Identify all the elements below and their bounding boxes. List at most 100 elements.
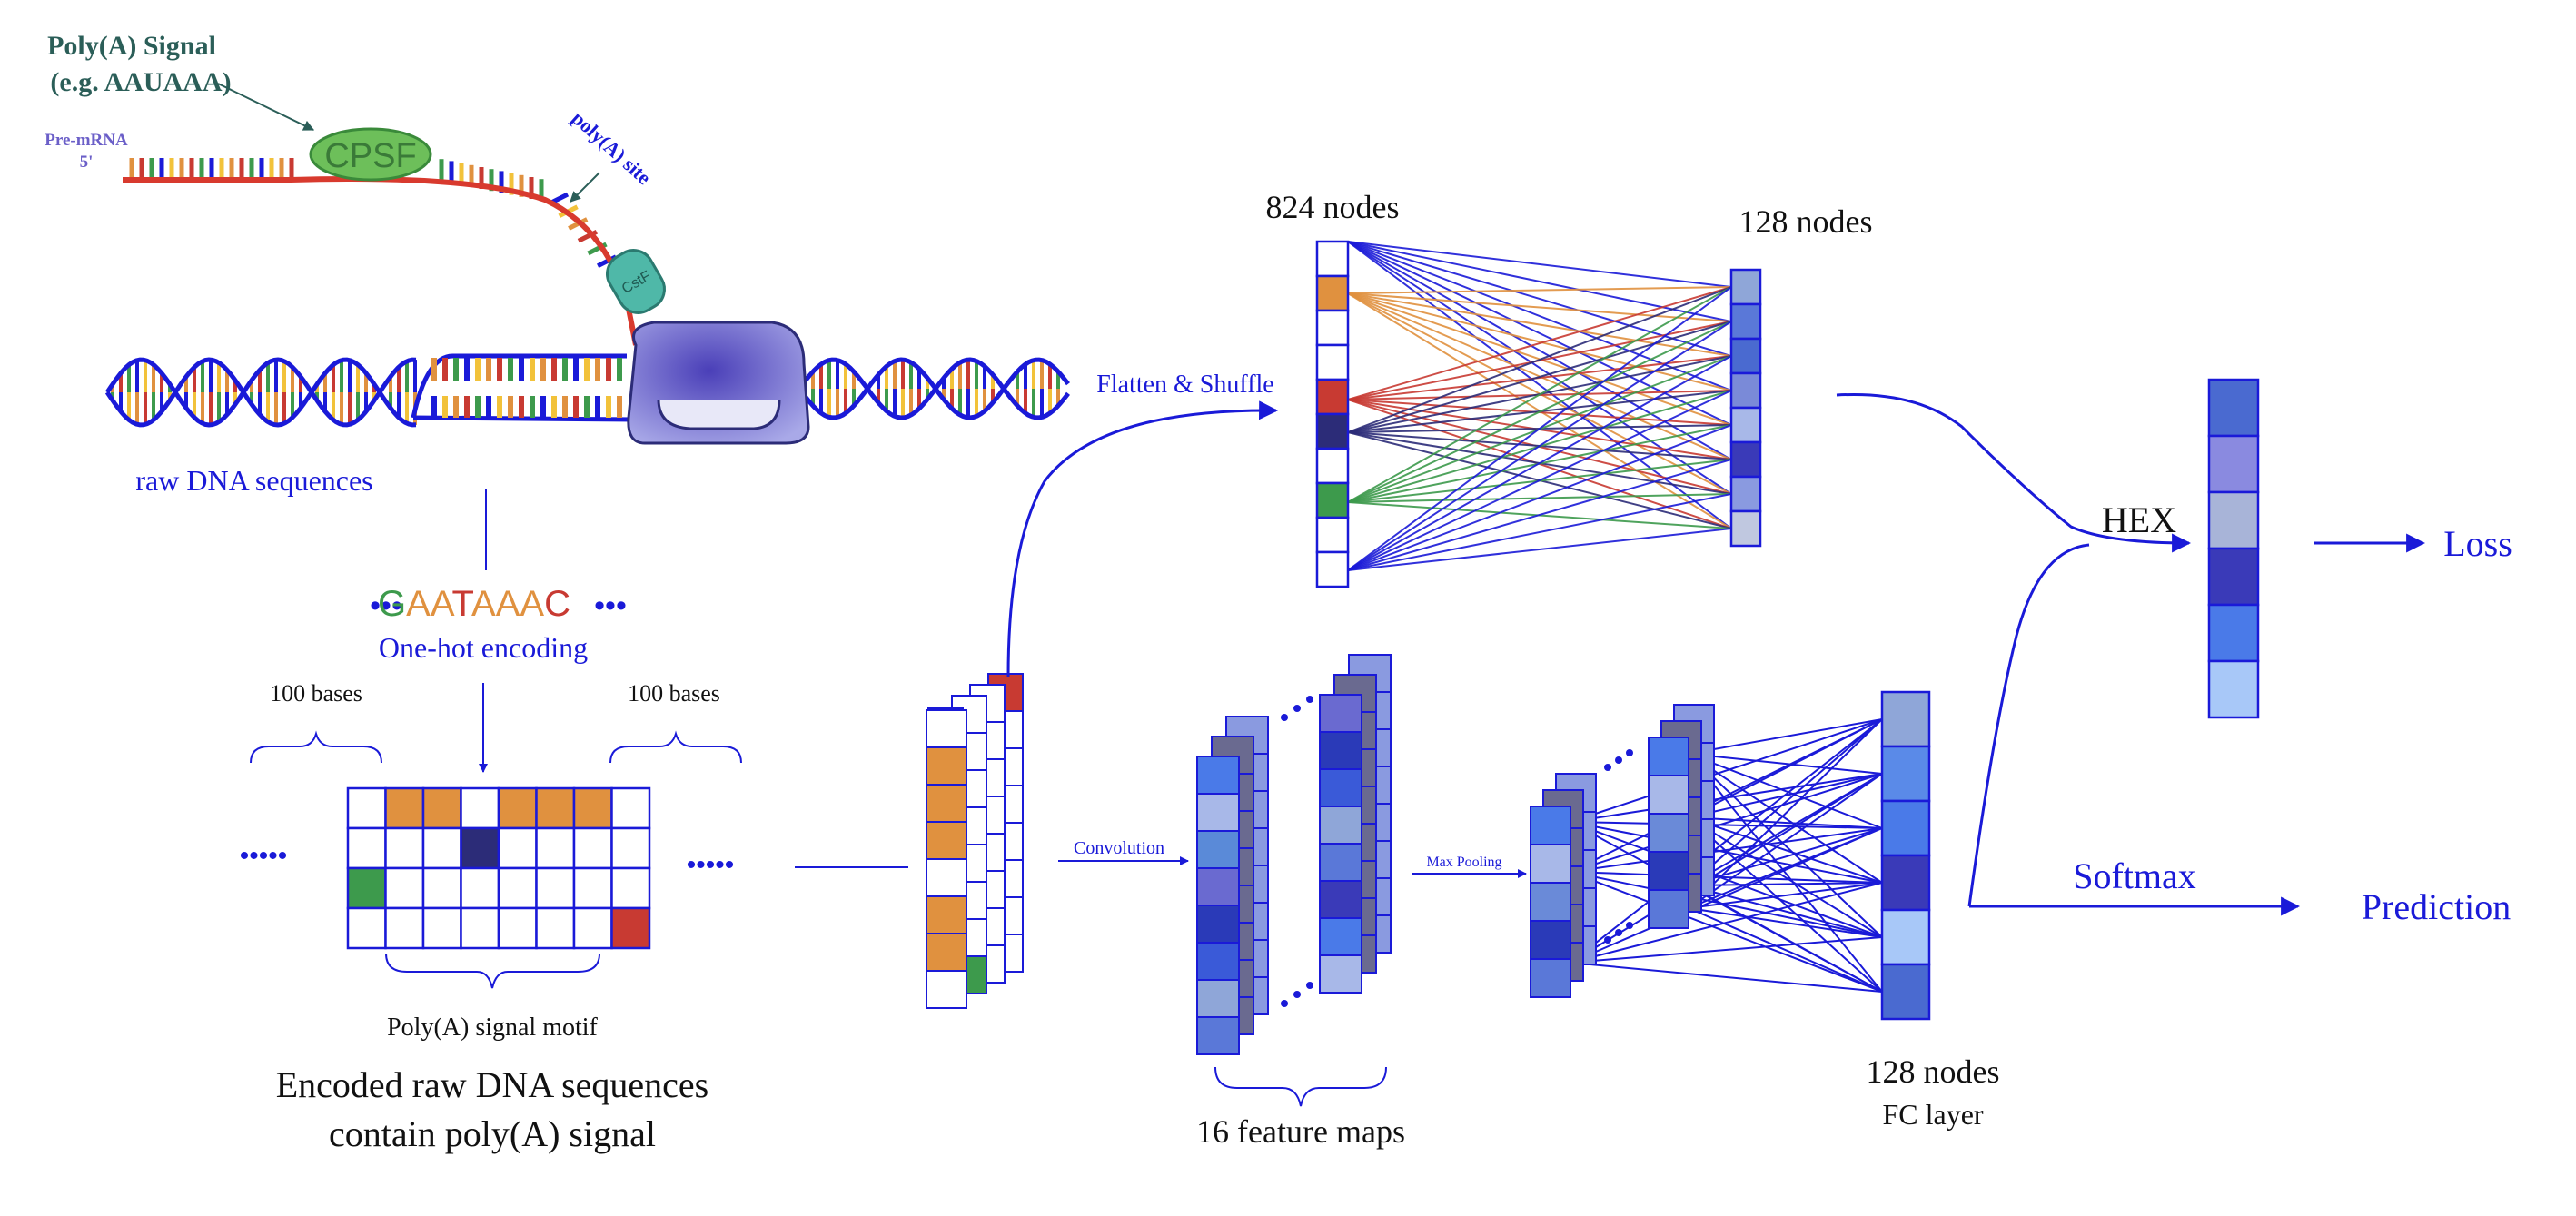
feature-map-dot: [1306, 696, 1313, 703]
one-hot-cell: [460, 826, 500, 870]
feature-map-cell: [1196, 793, 1240, 832]
node-128-top: [1729, 406, 1762, 444]
input-cell: [926, 933, 967, 972]
input-cell: [926, 746, 967, 786]
one-hot-cell: [610, 866, 651, 910]
node-128-top: [1729, 302, 1762, 341]
dna-strand: [798, 357, 1070, 420]
pool-edge: [1570, 962, 1883, 993]
fc-layer-column: [1880, 690, 1931, 1021]
pooled-dot: [1626, 922, 1633, 929]
one-hot-cell: [572, 866, 613, 910]
pool-edge: [1688, 816, 1883, 884]
feature-map-cell: [1196, 756, 1240, 795]
dense-edge: [1347, 292, 1732, 391]
dna-strand: [104, 357, 417, 428]
pool-edge: [1688, 907, 1883, 938]
pool-edge: [1688, 753, 1883, 993]
nodes-128-fc-label: 128 nodes: [1867, 1053, 2000, 1090]
node-824: [1315, 412, 1350, 450]
one-hot-cell: [346, 906, 387, 950]
pool-edge: [1688, 773, 1883, 909]
column-824-nodes: [1315, 240, 1350, 588]
one-hot-cell: [535, 786, 576, 830]
biology-section: Poly(A) Signal (e.g. AAUAAA) Pre-mRNA 5'…: [45, 31, 1070, 570]
feature-map-cell: [1319, 731, 1362, 770]
polya-site-label: poly(A) site: [568, 106, 656, 189]
dense-edge: [1347, 241, 1732, 426]
node-824: [1315, 481, 1350, 519]
left-bases-label: 100 bases: [270, 680, 362, 707]
feature-map-dot: [1281, 714, 1288, 721]
pool-edge: [1570, 827, 1883, 873]
pool-edge: [1570, 773, 1883, 873]
dense-connections: [1347, 241, 1732, 571]
hex-node: [2207, 603, 2260, 663]
pool-edge: [1688, 907, 1883, 993]
one-hot-cell: [497, 866, 538, 910]
dna-bubble-bottom: [412, 415, 637, 422]
pooled-cell: [1648, 851, 1689, 891]
one-hot-cell: [572, 826, 613, 870]
pool-edge: [1688, 885, 1883, 938]
pool-edge: [1688, 773, 1883, 818]
node-824: [1315, 378, 1350, 416]
pool-edge: [1688, 816, 1883, 829]
feature-map-dot: [1293, 991, 1301, 998]
hex-top-curve: [1836, 392, 2192, 553]
one-hot-cell: [346, 786, 387, 830]
pool-edge: [1570, 821, 1883, 938]
flatten-label: Flatten & Shuffle: [1096, 371, 1273, 399]
feature-map-cell: [1196, 867, 1240, 906]
one-hot-cell: [421, 866, 462, 910]
pool-edge: [1688, 882, 1883, 909]
one-hot-cell: [421, 826, 462, 870]
input-cell: [926, 784, 967, 823]
max-pooling-label: Max Pooling: [1426, 855, 1501, 870]
sequence-example: ••• GAATAAAC •••: [370, 584, 627, 624]
dense-edge: [1347, 286, 1732, 294]
pool-edge: [1688, 816, 1883, 993]
dense-edge: [1347, 459, 1732, 571]
hex-node: [2207, 490, 2260, 550]
five-prime-label: 5': [80, 153, 94, 172]
pooled-cell: [1530, 806, 1571, 845]
input-cell: [926, 970, 967, 1009]
one-hot-cell: [497, 826, 538, 870]
one-hot-cell: [572, 906, 613, 950]
right-bases-brace: [609, 730, 742, 764]
caption-line1: Encoded raw DNA sequences: [276, 1064, 709, 1105]
convolution-label: Convolution: [1074, 838, 1164, 858]
pool-edge: [1688, 718, 1883, 755]
feature-map-cell: [1196, 830, 1240, 869]
network-section: Flatten & Shuffle 824 nodes 128 nodes Co…: [926, 189, 2512, 1150]
pool-edge: [1688, 816, 1883, 938]
one-hot-cell: [497, 906, 538, 950]
one-hot-cell: [384, 826, 425, 870]
column-128-top-nodes: [1729, 268, 1762, 548]
caption-line2: contain poly(A) signal: [329, 1113, 656, 1154]
left-bases-brace: [250, 730, 382, 764]
dna-strand: [104, 357, 417, 428]
one-hot-cell: [610, 786, 651, 830]
sequence-letter: G: [378, 584, 406, 624]
sequence-letter: A: [406, 584, 431, 624]
fc-node: [1880, 799, 1931, 857]
raw-dna-label: raw DNA sequences: [135, 464, 372, 497]
one-hot-cell: [384, 906, 425, 950]
feature-maps-brace: [1214, 1066, 1387, 1107]
prediction-label: Prediction: [2362, 886, 2511, 927]
dense-edge: [1347, 493, 1732, 571]
feature-map-dot: [1306, 982, 1313, 989]
node-824: [1315, 274, 1350, 312]
pool-edge: [1688, 773, 1883, 886]
one-hot-cell: [572, 786, 613, 830]
one-hot-cell: [535, 866, 576, 910]
feature-map-cell: [1319, 806, 1362, 845]
hex-node: [2207, 659, 2260, 719]
node-824: [1315, 309, 1350, 347]
one-hot-cell: [497, 786, 538, 830]
pooled-dot: [1604, 764, 1611, 771]
